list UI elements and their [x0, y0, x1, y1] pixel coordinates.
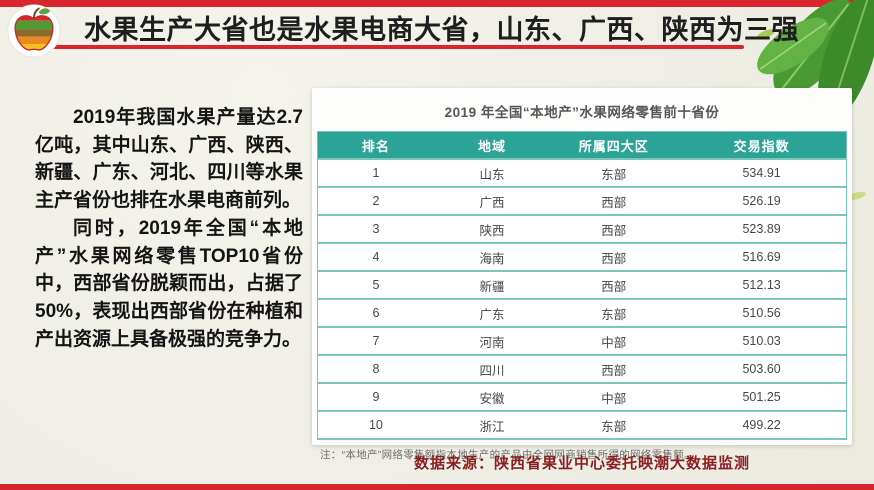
table-row: 1 山东 东部 534.91	[317, 159, 847, 187]
zone-cell: 西部	[550, 355, 678, 383]
index-cell: 516.69	[677, 243, 847, 271]
rank-cell: 3	[317, 215, 434, 243]
region-cell: 海南	[433, 243, 551, 271]
rank-cell: 1	[317, 159, 434, 187]
region-cell: 陕西	[433, 215, 551, 243]
index-cell: 510.03	[677, 327, 847, 355]
top-accent-bar	[0, 0, 874, 7]
region-cell: 广西	[433, 187, 551, 215]
header-zone: 所属四大区	[550, 131, 678, 159]
header-index: 交易指数	[677, 131, 847, 159]
zone-cell: 中部	[550, 383, 678, 411]
index-cell: 503.60	[677, 355, 847, 383]
header-rank: 排名	[317, 131, 434, 159]
apple-logo-icon	[6, 3, 62, 59]
table-title: 2019 年全国“本地产”水果网络零售前十省份	[444, 105, 720, 120]
index-cell: 534.91	[677, 159, 847, 187]
table-row: 9 安徽 中部 501.25	[317, 383, 847, 411]
table-footnote: 注：“本地产”网络零售额指本地生产的产品由全网网商销售所得的网络零售额。	[320, 449, 695, 461]
zone-cell: 西部	[550, 271, 678, 299]
rank-cell: 6	[317, 299, 434, 327]
rank-cell: 2	[317, 187, 434, 215]
data-source-caption: 数据来源：陕西省果业中心委托映潮大数据监测	[413, 455, 750, 472]
table-row: 4 海南 西部 516.69	[317, 243, 847, 271]
table-row: 8 四川 西部 503.60	[317, 355, 847, 383]
zone-cell: 东部	[550, 299, 678, 327]
index-cell: 512.13	[677, 271, 847, 299]
leaf-decoration-icon	[756, 0, 874, 255]
ranking-table: 排名 地域 所属四大区 交易指数 1 山东 东部 534.91 2 广西 西部	[317, 131, 847, 440]
rank-cell: 5	[317, 271, 434, 299]
zone-cell: 西部	[550, 187, 678, 215]
table-header-row: 排名 地域 所属四大区 交易指数	[317, 131, 847, 159]
zone-cell: 中部	[550, 327, 678, 355]
narrative-paragraph-2: 同时，2019年全国“本地产”水果网络零售TOP10省份中，西部省份脱颖而出，占…	[35, 217, 303, 350]
table-row: 6 广东 东部 510.56	[317, 299, 847, 327]
region-cell: 广东	[433, 299, 551, 327]
index-cell: 526.19	[677, 187, 847, 215]
region-cell: 山东	[433, 159, 551, 187]
region-cell: 新疆	[433, 271, 551, 299]
table-row: 5 新疆 西部 512.13	[317, 271, 847, 299]
zone-cell: 东部	[550, 159, 678, 187]
header-region: 地域	[433, 131, 551, 159]
zone-cell: 西部	[550, 243, 678, 271]
table-row: 7 河南 中部 510.03	[317, 327, 847, 355]
table-card: 2019 年全国“本地产”水果网络零售前十省份 排名 地域 所属四大区 交易指数…	[312, 88, 852, 461]
index-cell: 501.25	[677, 383, 847, 411]
index-cell: 523.89	[677, 215, 847, 243]
bottom-accent-bar	[0, 484, 874, 490]
index-cell: 510.56	[677, 299, 847, 327]
zone-cell: 西部	[550, 215, 678, 243]
rank-cell: 4	[317, 243, 434, 271]
table-row: 10 浙江 东部 499.22	[317, 411, 847, 439]
index-cell: 499.22	[677, 411, 847, 439]
slide-title: 水果生产大省也是水果电商大省，山东、广西、陕西为三强	[84, 15, 799, 45]
region-cell: 河南	[433, 327, 551, 355]
rank-cell: 7	[317, 327, 434, 355]
table-row: 3 陕西 西部 523.89	[317, 215, 847, 243]
title-underline	[48, 45, 744, 49]
rank-cell: 8	[317, 355, 434, 383]
rank-cell: 10	[317, 411, 434, 439]
table-row: 2 广西 西部 526.19	[317, 187, 847, 215]
narrative-text: 2019年我国水果产量达2.7亿吨，其中山东、广西、陕西、新疆、广东、河北、四川…	[35, 104, 303, 354]
region-cell: 安徽	[433, 383, 551, 411]
rank-cell: 9	[317, 383, 434, 411]
narrative-paragraph-1: 2019年我国水果产量达2.7亿吨，其中山东、广西、陕西、新疆、广东、河北、四川…	[35, 107, 303, 212]
region-cell: 浙江	[433, 411, 551, 439]
zone-cell: 东部	[550, 411, 678, 439]
region-cell: 四川	[433, 355, 551, 383]
